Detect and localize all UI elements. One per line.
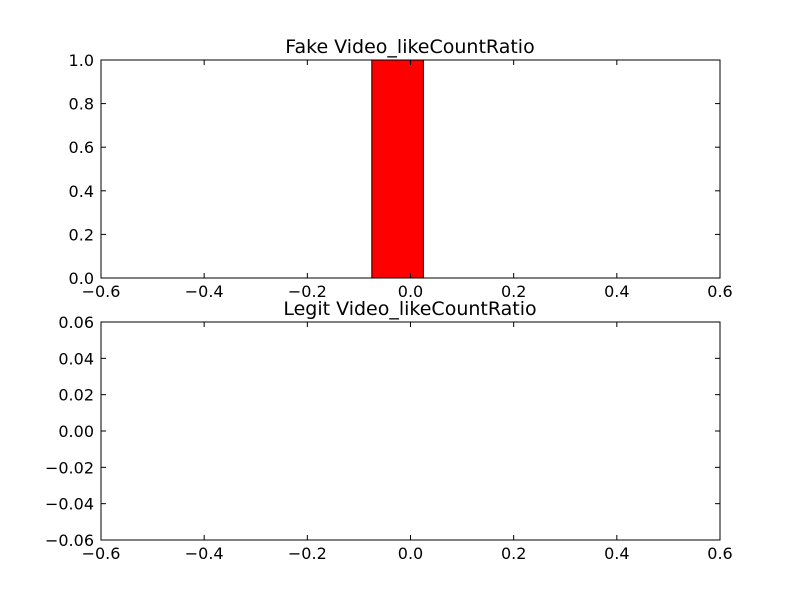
y-tick-label: 0.02 xyxy=(58,386,94,405)
x-tick-label: 0.6 xyxy=(707,282,732,301)
y-tick-label: 0.2 xyxy=(69,225,94,244)
x-tick-label: 0.4 xyxy=(604,544,629,563)
x-tick-label: −0.6 xyxy=(82,544,121,563)
x-tick-label: −0.2 xyxy=(288,282,327,301)
y-tick-label: 0.04 xyxy=(58,349,94,368)
y-tick-label: −0.02 xyxy=(45,458,94,477)
x-tick-label: 0.6 xyxy=(707,544,732,563)
histogram-bar xyxy=(371,59,424,279)
x-tick-label: 0.0 xyxy=(398,282,423,301)
y-tick-label: 1.0 xyxy=(69,51,94,70)
legit-video-subplot: Legit Video_likeCountRatio −0.6 −0.4 −0.2 0… xyxy=(45,298,733,563)
y-tick-label: 0.06 xyxy=(58,313,94,332)
x-tick-label: −0.2 xyxy=(288,544,327,563)
y-tick-label: 0.0 xyxy=(69,269,94,288)
y-tick-label: 0.8 xyxy=(69,95,94,114)
x-tick-label: 0.4 xyxy=(604,282,629,301)
x-tick-label: 0.2 xyxy=(501,544,526,563)
y-tick-label: 0.4 xyxy=(69,182,94,201)
y-tick-label: 0.6 xyxy=(69,138,94,157)
x-tick-label: −0.4 xyxy=(185,544,224,563)
fake-video-subplot: Fake Video_likeCountRatio −0.6 −0.4 −0.2 0.… xyxy=(69,36,733,301)
chart-title: Legit Video_likeCountRatio xyxy=(283,298,536,320)
x-tick-label: 0.2 xyxy=(501,282,526,301)
chart-title: Fake Video_likeCountRatio xyxy=(285,36,534,58)
x-tick-label: −0.6 xyxy=(82,282,121,301)
y-tick-label: 0.00 xyxy=(58,422,94,441)
x-tick-label: −0.4 xyxy=(185,282,224,301)
y-tick-label: −0.04 xyxy=(45,495,94,514)
x-tick-label: 0.0 xyxy=(398,544,423,563)
y-tick-label: −0.06 xyxy=(45,531,94,550)
